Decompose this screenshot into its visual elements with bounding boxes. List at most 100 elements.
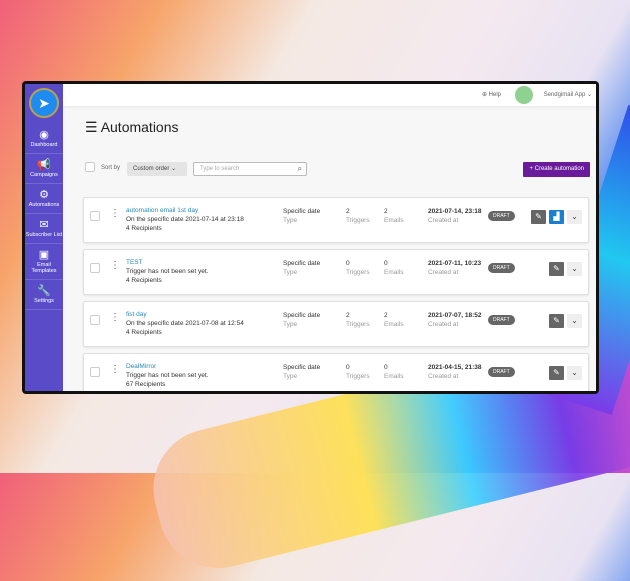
triggers-label: Triggers [346,373,370,380]
recipients-count: 67 Recipients [126,381,166,388]
automation-name-link[interactable]: automation email 1st day [126,207,199,214]
sidebar-item-dashboard[interactable]: ◉ Dashboard [25,124,63,154]
edit-button[interactable]: ✎ [549,262,564,276]
emails-label: Emails [384,373,404,380]
emails-label: Emails [384,269,404,276]
type-value: Specific date [283,312,321,319]
emails-label: Emails [384,217,404,224]
create-automation-button[interactable]: + Create automation [523,162,590,177]
created-label: Created at [428,321,459,328]
row-checkbox[interactable] [90,211,100,221]
type-value: Specific date [283,208,321,215]
emails-value: 2 [384,208,388,215]
envelope-icon: ✉ [39,219,49,231]
wrench-icon: 🔧 [37,285,51,297]
trigger-description: Trigger has not been set yet. [126,372,209,379]
recipients-count: 4 Recipients [126,225,162,232]
created-value: 2021-07-11, 10:23 [428,260,482,267]
sidebar-item-campaigns[interactable]: 📢 Campaigns [25,154,63,184]
automation-name-link[interactable]: TEST [126,259,143,266]
app-window: ➤ ◉ Dashboard 📢 Campaigns ⚙ Automations ✉ Su… [22,81,599,394]
sidebar: ➤ ◉ Dashboard 📢 Campaigns ⚙ Automations ✉ Su… [25,84,63,391]
search-input[interactable]: Type to search ⌕ [193,162,307,176]
chevron-down-icon: ⌄ [171,166,177,172]
select-all-checkbox[interactable] [85,162,95,172]
type-label: Type [283,217,298,224]
created-label: Created at [428,373,459,380]
type-label: Type [283,373,298,380]
created-value: 2021-07-07, 18:52 [428,312,482,319]
automation-row: ⋮ DealMirror Trigger has not been set yet… [83,353,589,391]
row-checkbox[interactable] [90,315,100,325]
sidebar-item-email-templates[interactable]: ▣ Email Templates [25,244,63,280]
chevron-down-icon: ⌄ [586,92,592,98]
automation-name-link[interactable]: fist day [126,311,147,318]
drag-handle-icon[interactable]: ⋮ [110,260,120,271]
triggers-value: 0 [346,260,350,267]
created-value: 2021-07-14, 23:18 [428,208,482,215]
trigger-description: On the specific date 2021-07-14 at 23:18 [126,216,244,223]
status-badge: DRAFT [488,367,515,377]
statistics-button[interactable]: ▟ [549,210,564,224]
more-actions-dropdown[interactable]: ⌄ [567,366,582,380]
sidebar-item-subscriber-list[interactable]: ✉ Subscriber List [25,214,63,244]
sidebar-item-settings[interactable]: 🔧 Settings [25,280,63,310]
automation-row: ⋮ fist day On the specific date 2021-07-0… [83,301,589,347]
emails-value: 2 [384,312,388,319]
template-icon: ▣ [38,249,50,261]
triggers-label: Triggers [346,217,370,224]
created-label: Created at [428,217,459,224]
more-actions-dropdown[interactable]: ⌄ [567,262,582,276]
edit-button[interactable]: ✎ [549,314,564,328]
sort-label: Sort by [101,165,121,171]
drag-handle-icon[interactable]: ⋮ [110,208,120,219]
status-badge: DRAFT [488,263,515,273]
edit-button[interactable]: ✎ [549,366,564,380]
type-value: Specific date [283,364,321,371]
trigger-description: Trigger has not been set yet. [126,268,209,275]
type-value: Specific date [283,260,321,267]
drag-handle-icon[interactable]: ⋮ [110,312,120,323]
megaphone-icon: 📢 [37,159,51,171]
status-badge: DRAFT [488,315,515,325]
top-bar: ⊕ Help Sendgimail App ⌄ [63,84,596,106]
list-icon: ☰ [85,119,98,135]
gears-icon: ⚙ [39,189,49,201]
automation-name-link[interactable]: DealMirror [126,363,157,370]
type-label: Type [283,321,298,328]
page-title: ☰ Automations [85,119,179,135]
lifebuoy-icon: ⊕ [481,92,487,98]
search-icon: ⌕ [297,164,302,173]
triggers-label: Triggers [346,269,370,276]
edit-button[interactable]: ✎ [531,210,546,224]
sort-select[interactable]: Custom order ⌄ [127,162,187,176]
triggers-value: 0 [346,364,350,371]
more-actions-dropdown[interactable]: ⌄ [567,210,582,224]
created-label: Created at [428,269,459,276]
emails-value: 0 [384,260,388,267]
row-checkbox[interactable] [90,367,100,377]
automation-row: ⋮ TEST Trigger has not been set yet. 4 Rec… [83,249,589,295]
row-checkbox[interactable] [90,263,100,273]
speedometer-icon: ◉ [39,129,49,141]
help-link[interactable]: ⊕ Help [481,92,501,98]
logo[interactable]: ➤ [29,88,59,118]
triggers-label: Triggers [346,321,370,328]
recipients-count: 4 Recipients [126,329,162,336]
automation-row: ⋮ automation email 1st day On the specifi… [83,197,589,243]
sidebar-item-automations[interactable]: ⚙ Automations [25,184,63,214]
recipients-count: 4 Recipients [126,277,162,284]
type-label: Type [283,269,298,276]
toolbar: Sort by Custom order ⌄ Type to search ⌕ +… [85,162,590,178]
triggers-value: 2 [346,312,350,319]
avatar[interactable] [515,86,533,104]
emails-value: 0 [384,364,388,371]
more-actions-dropdown[interactable]: ⌄ [567,314,582,328]
triggers-value: 2 [346,208,350,215]
emails-label: Emails [384,321,404,328]
account-menu[interactable]: Sendgimail App ⌄ [543,92,592,98]
created-value: 2021-04-15, 21:38 [428,364,482,371]
drag-handle-icon[interactable]: ⋮ [110,364,120,375]
status-badge: DRAFT [488,211,515,221]
trigger-description: On the specific date 2021-07-08 at 12:54 [126,320,244,327]
